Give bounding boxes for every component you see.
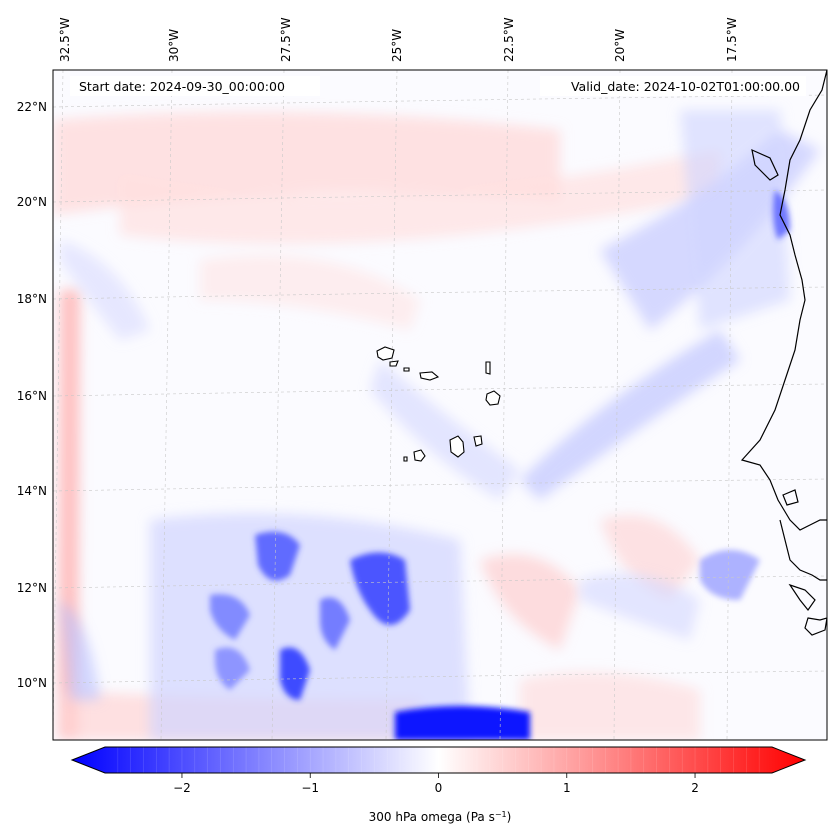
lat-tick: 20°N <box>17 195 47 209</box>
lon-tick: 25°W <box>390 29 404 62</box>
lon-tick: 27.5°W <box>279 17 293 62</box>
colorbar-outline <box>70 746 807 774</box>
coastline <box>740 70 827 636</box>
lon-tick: 30°W <box>167 29 181 62</box>
valid-date-box <box>540 76 806 96</box>
graticule <box>53 70 827 740</box>
colorbar-ticks: −2 −1 0 1 2 <box>173 773 699 795</box>
colorbar-label: 300 hPa omega (Pa s−1) <box>369 810 512 825</box>
latitude-tick-labels: 22°N 20°N 18°N 16°N 14°N 12°N 10°N <box>17 100 47 690</box>
map-panel: Start date: 2024-09-30_00:00:00 Valid_da… <box>52 69 828 741</box>
lon-tick: 32.5°W <box>58 17 72 62</box>
lat-tick: 18°N <box>17 292 47 306</box>
colorbar-tick-label: 1 <box>563 781 571 795</box>
colorbar: −2 −1 0 1 2 300 hPa omega (Pa s−1) <box>70 746 807 825</box>
lat-tick: 22°N <box>17 100 47 114</box>
start-date-box <box>70 76 320 96</box>
lon-tick: 22.5°W <box>502 17 516 62</box>
valid-date-label: Valid_date: 2024-10-02T01:00:00.00 <box>571 79 800 94</box>
colorbar-gradient <box>72 747 805 773</box>
lon-tick: 20°W <box>613 29 627 62</box>
strong-ascent-cores <box>210 190 790 740</box>
colorbar-bands <box>117 747 760 773</box>
omega-field <box>53 70 827 740</box>
colorbar-tick-label: 0 <box>435 781 443 795</box>
map-frame <box>52 69 828 741</box>
lat-tick: 12°N <box>17 581 47 595</box>
colorbar-tick-label: 2 <box>691 781 699 795</box>
cape-verde-islands <box>376 346 501 462</box>
longitude-tick-labels: 32.5°W 30°W 27.5°W 25°W 22.5°W 20°W 17.5… <box>58 17 739 62</box>
colorbar-tick-label: −2 <box>173 781 191 795</box>
lon-tick: 17.5°W <box>725 17 739 62</box>
lat-tick: 16°N <box>17 389 47 403</box>
lat-tick: 14°N <box>17 484 47 498</box>
start-date-label: Start date: 2024-09-30_00:00:00 <box>79 79 285 94</box>
colorbar-tick-label: −1 <box>301 781 319 795</box>
lat-tick: 10°N <box>17 676 47 690</box>
